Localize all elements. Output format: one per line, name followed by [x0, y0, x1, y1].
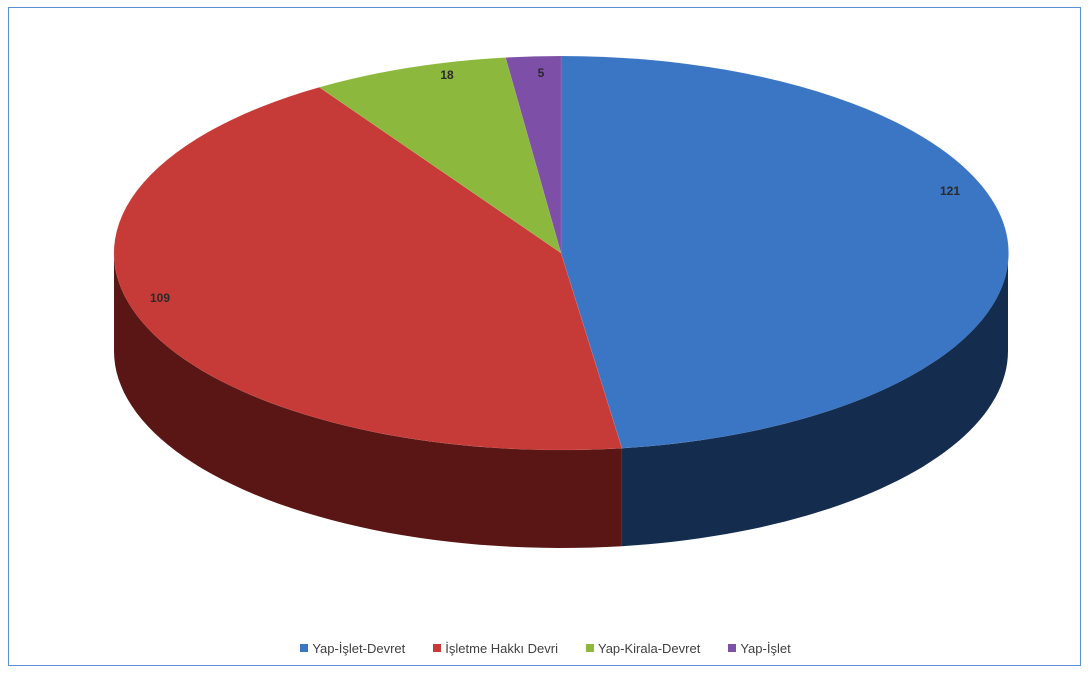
legend-swatch — [433, 644, 442, 652]
legend-label: Yap-İşlet-Devret — [312, 640, 406, 656]
legend-label: Yap-Kirala-Devret — [597, 640, 701, 656]
legend-swatch — [300, 644, 309, 652]
legend-swatch — [585, 644, 594, 652]
legend-label: İşletme Hakkı Devri — [445, 640, 558, 656]
legend-item-yap-kirala-devret: Yap-Kirala-Devret — [585, 640, 701, 656]
pie-slice-isletme-hakki-devri — [113, 87, 623, 451]
data-label-yap-kirala-devret: 18 — [440, 68, 454, 82]
chart-legend: Yap-İşlet-Devret İşletme Hakkı Devri Yap-K… — [0, 638, 1091, 658]
data-label-isletme-hakki-devri: 109 — [150, 291, 170, 305]
pie-side-yap-islet-devret — [621, 253, 1008, 547]
legend-item-isletme-hakki-devri: İşletme Hakkı Devri — [433, 641, 558, 656]
pie-side-isletme-hakki-devri — [114, 253, 622, 548]
data-label-yap-islet: 5 — [538, 66, 545, 80]
legend-item-yap-islet-devret: Yap-İşlet-Devret — [300, 641, 405, 656]
data-label-yap-islet-devret: 121 — [940, 184, 960, 198]
legend-item-yap-islet: Yap-İşlet — [728, 640, 791, 656]
pie-slice-yap-kirala-devret — [318, 57, 562, 254]
legend-label: Yap-İşlet — [740, 640, 791, 656]
pie-slice-yap-islet — [505, 55, 562, 254]
legend-swatch — [728, 644, 737, 652]
pie-slice-yap-islet-devret — [560, 55, 1009, 449]
